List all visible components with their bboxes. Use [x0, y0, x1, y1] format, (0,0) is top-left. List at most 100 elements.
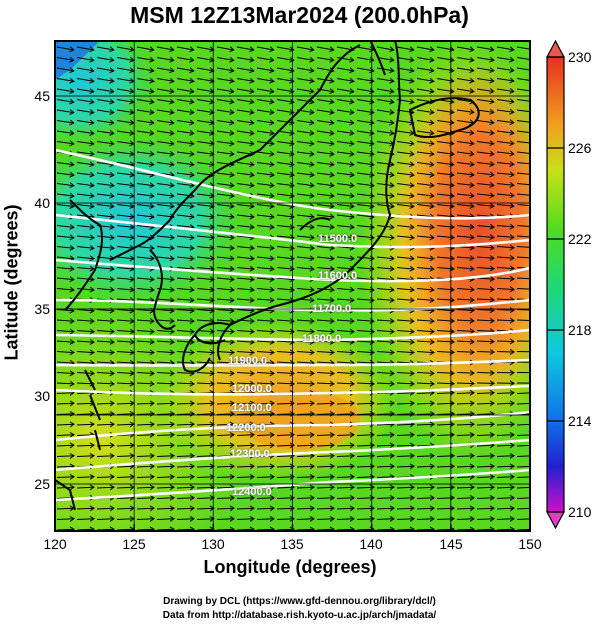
wind-arrow	[136, 109, 155, 115]
wind-arrow	[156, 67, 175, 74]
wind-arrow	[316, 349, 335, 356]
wind-arrow	[196, 442, 215, 449]
wind-arrow	[296, 224, 315, 230]
wind-arrow	[136, 88, 155, 95]
wind-arrow	[136, 452, 155, 459]
wind-arrow	[176, 245, 195, 251]
wind-arrow	[76, 245, 95, 251]
wind-arrow	[276, 161, 295, 168]
wind-arrow	[476, 119, 495, 126]
wind-arrow	[416, 109, 435, 115]
wind-arrow	[176, 494, 195, 501]
wind-arrow	[336, 431, 355, 438]
wind-arrow	[196, 192, 215, 199]
wind-arrow	[376, 505, 395, 512]
wind-arrow	[496, 369, 515, 376]
wind-arrow	[216, 276, 235, 283]
wind-arrow	[96, 328, 115, 335]
wind-arrow	[96, 265, 115, 272]
wind-arrow	[296, 431, 315, 438]
wind-arrow	[296, 400, 315, 407]
wind-arrow	[416, 338, 435, 345]
wind-arrow	[516, 161, 530, 167]
wind-arrow	[196, 515, 215, 522]
wind-arrow	[376, 463, 395, 470]
wind-arrow	[196, 203, 215, 209]
wind-arrow	[236, 213, 255, 220]
wind-arrow	[456, 370, 475, 376]
wind-arrow	[136, 192, 155, 199]
wind-arrow	[156, 328, 175, 335]
wind-arrow	[496, 56, 515, 63]
wind-arrow	[416, 224, 435, 230]
wind-arrow	[336, 77, 355, 84]
wind-arrow	[296, 245, 315, 251]
wind-arrow	[136, 431, 155, 438]
wind-arrow	[516, 505, 530, 511]
wind-arrow	[76, 338, 95, 345]
wind-arrow	[96, 276, 115, 283]
wind-arrow	[496, 348, 515, 355]
wind-arrow	[316, 484, 335, 491]
wind-arrow	[376, 349, 395, 356]
wind-arrow	[476, 171, 495, 178]
wind-arrow	[156, 338, 175, 345]
wind-arrow	[196, 494, 215, 501]
wind-arrow	[456, 463, 475, 470]
wind-arrow	[456, 317, 475, 324]
wind-arrow	[76, 224, 95, 230]
wind-arrow	[316, 171, 335, 178]
wind-arrow	[396, 46, 415, 53]
wind-arrow	[296, 213, 315, 220]
wind-arrow	[336, 203, 355, 209]
wind-arrow	[316, 380, 335, 387]
wind-arrow	[516, 130, 530, 136]
wind-arrow	[176, 515, 195, 522]
wind-arrow	[276, 213, 295, 220]
wind-arrow	[256, 473, 275, 480]
contour-label: 12200.0	[226, 422, 266, 434]
x-tick-label: 135	[280, 536, 304, 552]
wind-arrow	[316, 370, 335, 377]
wind-arrow	[516, 286, 530, 292]
wind-arrow	[316, 328, 335, 335]
wind-arrow	[136, 421, 155, 428]
wind-arrow	[496, 389, 515, 396]
wind-arrow	[456, 129, 475, 136]
wind-arrow	[496, 223, 515, 230]
wind-arrow	[96, 46, 115, 53]
wind-arrow	[316, 98, 335, 105]
wind-arrow	[256, 245, 275, 251]
wind-arrow	[156, 46, 175, 53]
wind-arrow	[456, 234, 475, 241]
wind-arrow	[96, 349, 115, 356]
colorbar-tick-label: 210	[568, 504, 592, 520]
wind-arrow	[196, 370, 215, 377]
wind-arrow	[516, 307, 530, 313]
wind-arrow	[516, 400, 530, 406]
wind-arrow	[96, 182, 115, 189]
wind-arrow	[76, 515, 95, 522]
wind-arrow	[216, 297, 235, 304]
wind-arrow	[456, 88, 475, 94]
height-contours	[55, 148, 530, 502]
graticule	[55, 41, 530, 531]
wind-arrow	[216, 130, 235, 136]
wind-arrow	[56, 119, 75, 126]
wind-arrow	[376, 328, 395, 335]
wind-arrow	[56, 245, 75, 251]
wind-arrow	[156, 119, 175, 126]
wind-arrow	[256, 463, 275, 470]
wind-arrow	[396, 452, 415, 459]
wind-arrow	[516, 276, 530, 282]
wind-arrow	[336, 192, 355, 199]
wind-arrow	[216, 255, 235, 262]
wind-arrow	[176, 452, 195, 459]
wind-arrow	[256, 515, 275, 522]
wind-arrow	[516, 192, 530, 199]
wind-arrow	[376, 67, 395, 74]
wind-arrow	[336, 67, 355, 74]
colorbar-tick-label: 222	[568, 231, 592, 247]
wind-arrow	[476, 452, 495, 459]
wind-arrow	[476, 473, 495, 480]
